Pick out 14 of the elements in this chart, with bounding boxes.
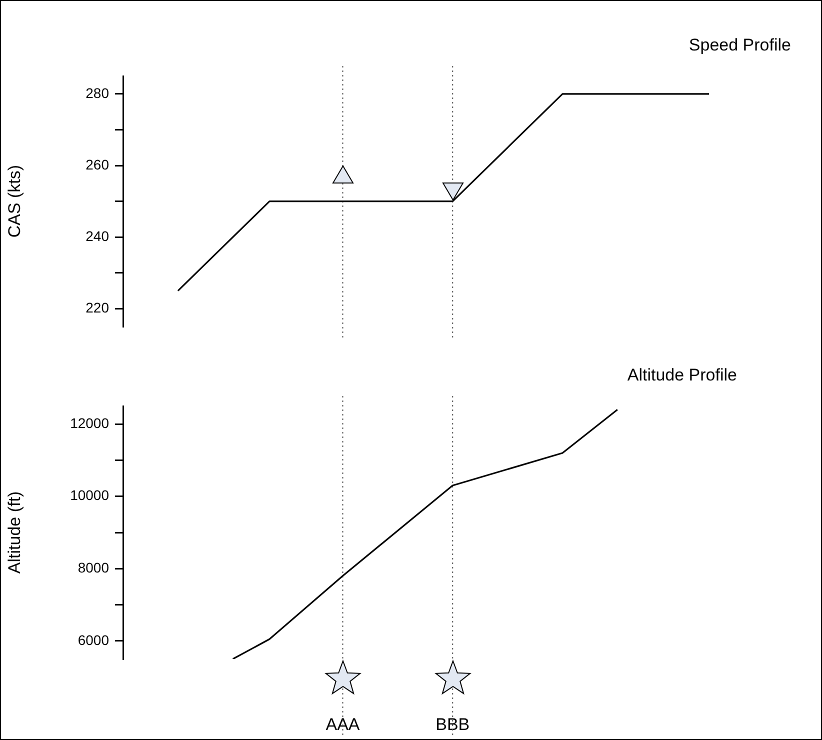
chart-title: Speed Profile [688, 36, 791, 55]
y-tick-label: 8000 [78, 560, 110, 576]
x-tick-label: AAA [326, 714, 360, 734]
y-tick-label: 240 [86, 228, 110, 244]
x-tick-label: BBB [436, 714, 470, 734]
y-axis-title: Altitude (ft) [4, 491, 24, 574]
y-tick-label: 12000 [70, 414, 110, 431]
y-tick-label: 6000 [78, 632, 110, 648]
y-tick-label: 10000 [70, 487, 110, 504]
y-axis-title: CAS (kts) [4, 164, 24, 238]
y-tick-label: 280 [86, 84, 110, 101]
y-tick-label: 220 [86, 300, 110, 316]
y-tick-label: 260 [86, 156, 110, 172]
chart-title: Altitude Profile [627, 366, 737, 385]
